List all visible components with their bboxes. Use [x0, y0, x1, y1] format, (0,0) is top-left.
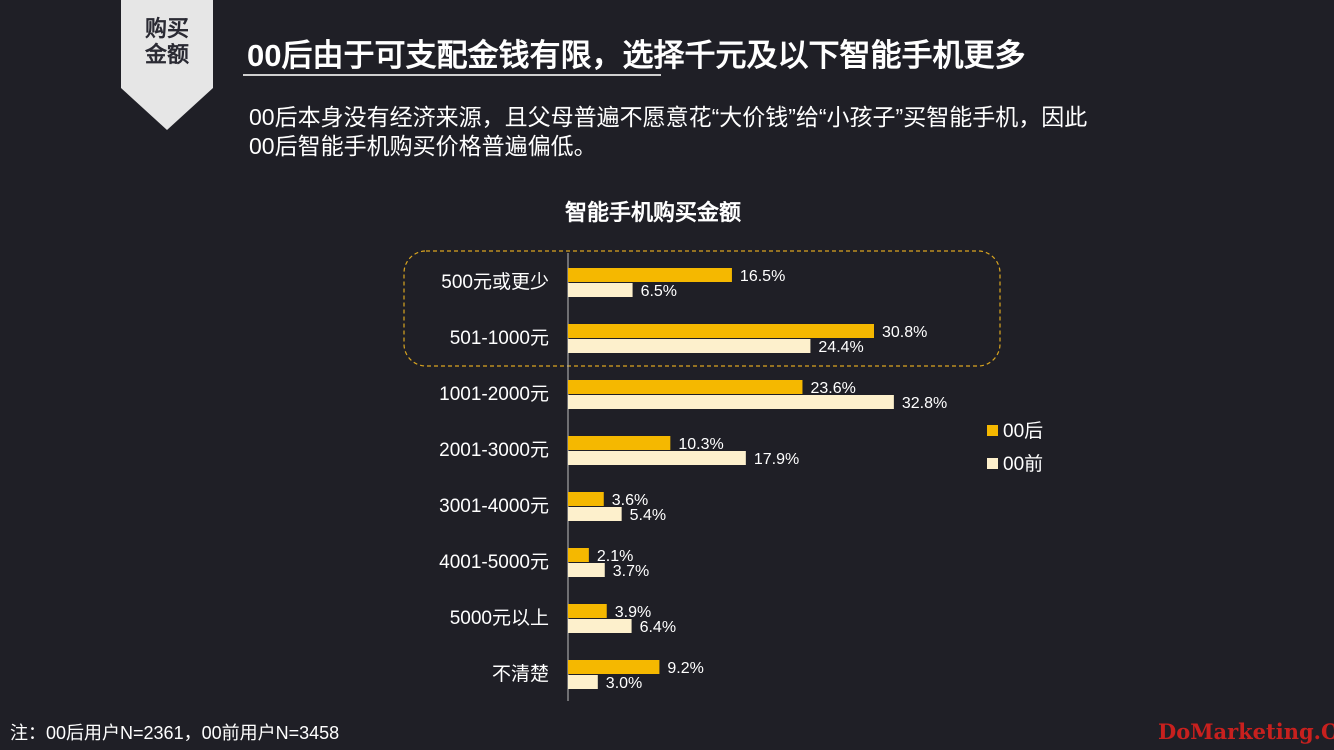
category-label: 4001-5000元 [439, 552, 549, 573]
data-label: 24.4% [818, 339, 863, 356]
legend-label: 00后 [1003, 420, 1043, 442]
bar [568, 451, 746, 465]
data-label: 23.6% [810, 380, 855, 397]
highlight-box [403, 250, 1001, 367]
subtitle-line-1: 00后本身没有经济来源，且父母普遍不愿意花“大价钱”给“小孩子”买智能手机，因此 [249, 104, 1088, 130]
category-label: 不清楚 [492, 663, 549, 685]
page-title: 00后由于可支配金钱有限，选择千元及以下智能手机更多 [247, 38, 1026, 73]
bar [568, 548, 589, 562]
bar [568, 563, 605, 577]
category-label: 500元或更少 [441, 271, 549, 293]
data-label: 6.4% [640, 619, 676, 636]
chart-title: 智能手机购买金额 [565, 200, 742, 225]
bar [568, 324, 874, 338]
category-label: 501-1000元 [450, 328, 549, 349]
data-label: 2.1% [597, 548, 633, 565]
bar [568, 604, 607, 618]
bar [568, 436, 671, 450]
category-label: 3001-4000元 [439, 496, 549, 517]
badge-shape [121, 0, 213, 130]
badge-text: 购买 金额 [144, 16, 189, 67]
bar [568, 268, 732, 282]
section-badge: 购买 金额 [121, 0, 213, 130]
data-label: 3.6% [612, 492, 648, 509]
legend-swatch [987, 425, 998, 436]
data-label: 5.4% [630, 507, 666, 524]
title-underline [243, 74, 661, 76]
bar [568, 619, 632, 633]
bar [568, 395, 894, 409]
bar [568, 507, 622, 521]
data-label: 10.3% [678, 436, 723, 453]
bar [568, 283, 633, 297]
data-label: 30.8% [882, 324, 927, 341]
legend-swatch [987, 458, 998, 469]
data-label: 3.9% [615, 604, 651, 621]
subtitle-line-2: 00后智能手机购买价格普遍偏低。 [249, 133, 597, 159]
data-label: 9.2% [667, 660, 703, 677]
bar [568, 660, 660, 674]
data-label: 32.8% [902, 395, 947, 412]
legend-label: 00前 [1003, 453, 1043, 475]
bar [568, 380, 803, 394]
watermark: DoMarketing.Org [1158, 719, 1334, 744]
data-label: 3.0% [606, 675, 642, 692]
bar [568, 675, 598, 689]
bar [568, 492, 604, 506]
data-label: 16.5% [740, 268, 785, 285]
category-label: 2001-3000元 [439, 440, 549, 461]
data-label: 6.5% [641, 283, 677, 300]
footnote: 注：00后用户N=2361，00前用户N=3458 [10, 723, 340, 743]
category-label: 1001-2000元 [439, 384, 549, 405]
category-label: 5000元以上 [450, 607, 549, 629]
page-subtitle: 00后本身没有经济来源，且父母普遍不愿意花“大价钱”给“小孩子”买智能手机，因此… [249, 103, 1249, 161]
data-label: 17.9% [754, 451, 799, 468]
bar [568, 339, 811, 353]
data-label: 3.7% [613, 563, 649, 580]
